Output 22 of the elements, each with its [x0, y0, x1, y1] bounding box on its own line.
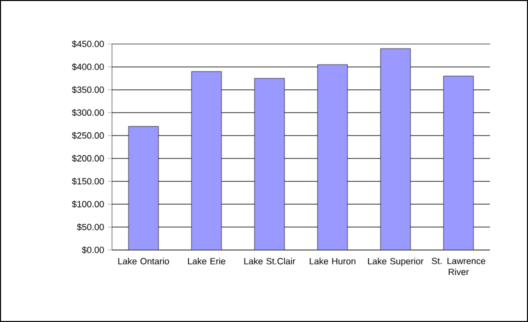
y-tick-label: $400.00	[72, 63, 104, 71]
y-tick-label: $200.00	[72, 154, 104, 162]
x-tick-label: St. Lawrence River	[432, 258, 486, 276]
x-tick-label: Lake Huron	[310, 258, 356, 264]
y-tick-label: $0.00	[82, 246, 104, 254]
y-tick-label: $250.00	[72, 132, 104, 140]
x-tick-label: Lake Erie	[188, 258, 226, 264]
y-tick-label: $150.00	[72, 178, 104, 185]
bar	[128, 126, 159, 250]
bar	[380, 48, 411, 250]
y-tick-label: $50.00	[76, 223, 104, 231]
y-tick-label: $450.00	[72, 40, 104, 48]
x-tick-label: Lake St.Clair	[244, 258, 296, 264]
bar	[254, 78, 285, 250]
x-tick-label: Lake Superior	[368, 258, 424, 266]
x-tick-label: Lake Ontario	[118, 258, 170, 264]
y-tick-label: $300.00	[72, 109, 104, 116]
y-tick-label: $100.00	[72, 200, 104, 208]
bar	[317, 64, 348, 250]
y-tick-label: $350.00	[72, 86, 104, 94]
bar	[443, 76, 474, 250]
bar	[191, 71, 222, 250]
